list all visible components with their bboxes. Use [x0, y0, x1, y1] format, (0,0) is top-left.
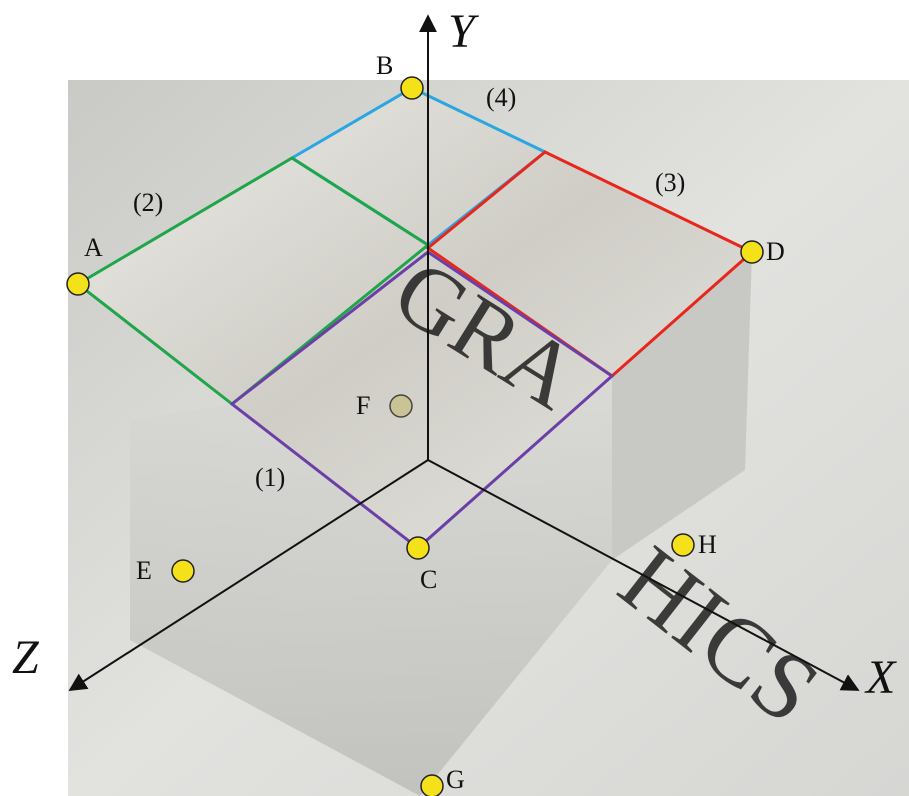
point-label: B — [376, 51, 393, 80]
axis-label: Y — [448, 5, 479, 58]
region-label: (3) — [655, 168, 685, 197]
point-label: E — [136, 556, 152, 585]
point — [401, 77, 423, 99]
point — [407, 537, 429, 559]
diagram: GRA HICS Y Z X (1) (2) (3) (4) ABCDEFGH — [0, 0, 909, 796]
point-label: G — [446, 765, 465, 794]
axis-label: X — [864, 651, 897, 704]
point-label: C — [420, 565, 437, 594]
point — [172, 560, 194, 582]
axis-label: Z — [12, 631, 40, 684]
point — [741, 241, 763, 263]
point — [672, 534, 694, 556]
point — [390, 395, 412, 417]
point-label: D — [766, 237, 785, 266]
point-label: F — [356, 391, 370, 420]
region-label: (2) — [133, 188, 163, 217]
point-label: H — [698, 530, 717, 559]
point-label: A — [84, 233, 103, 262]
point — [421, 775, 443, 796]
region-label: (4) — [486, 83, 516, 112]
region-label: (1) — [255, 463, 285, 492]
point — [67, 273, 89, 295]
